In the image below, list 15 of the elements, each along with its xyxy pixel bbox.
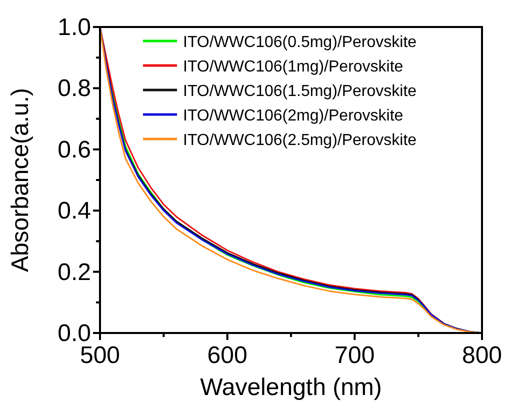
y-tick-label: 0.8 bbox=[58, 75, 91, 102]
x-tick-label: 800 bbox=[462, 342, 502, 369]
x-axis-title: Wavelength (nm) bbox=[200, 374, 382, 401]
y-tick-label: 0.2 bbox=[58, 258, 91, 286]
y-tick-label: 1.0 bbox=[58, 14, 91, 41]
y-axis-title: Absorbance(a.u.) bbox=[7, 88, 34, 272]
legend-label: ITO/WWC106(2.5mg)/Perovskite bbox=[183, 132, 417, 149]
legend-label: ITO/WWC106(0.5mg)/Perovskite bbox=[183, 34, 417, 51]
legend-label: ITO/WWC106(1.5mg)/Perovskite bbox=[183, 83, 417, 100]
legend-label: ITO/WWC106(1mg)/Perovskite bbox=[183, 58, 404, 76]
y-tick-label: 0.6 bbox=[58, 136, 91, 164]
y-tick-label: 0.4 bbox=[58, 198, 91, 225]
x-tick-label: 600 bbox=[207, 342, 248, 369]
legend-label: ITO/WWC106(2mg)/Perovskite bbox=[183, 108, 404, 124]
x-tick-label: 700 bbox=[334, 342, 375, 369]
